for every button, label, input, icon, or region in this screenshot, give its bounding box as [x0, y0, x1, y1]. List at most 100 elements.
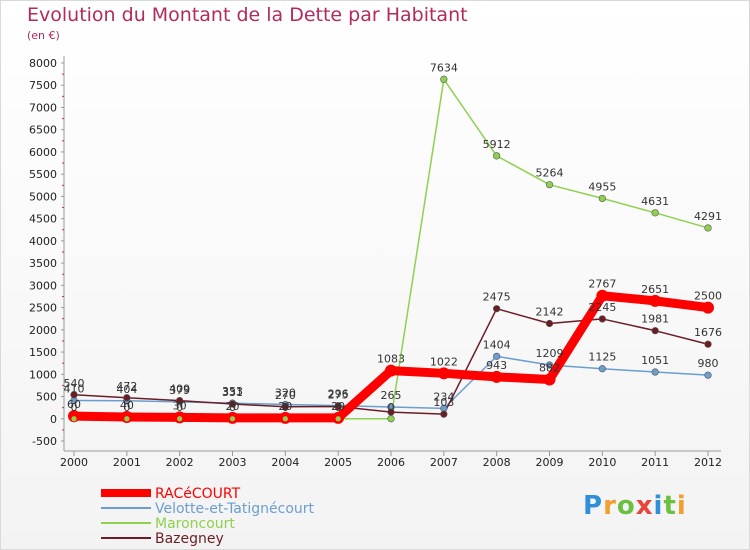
- y-tick-label: 6500: [29, 124, 57, 137]
- logo-letter: i: [653, 491, 664, 521]
- series-point: [598, 315, 606, 323]
- data-label: 103: [433, 396, 454, 409]
- series-point-maroncourt: [335, 416, 341, 422]
- data-label: 2500: [694, 290, 722, 303]
- data-label: 2142: [536, 306, 564, 319]
- series-point: [545, 319, 554, 328]
- series-point: [493, 352, 501, 360]
- x-tick-label: 2008: [483, 456, 511, 469]
- y-tick-label: 2500: [29, 302, 57, 315]
- series-point: [123, 394, 131, 402]
- series-point-racecourt: [543, 373, 556, 386]
- x-tick-label: 2003: [219, 456, 247, 469]
- data-label: 0: [71, 401, 78, 414]
- data-label: 2245: [588, 301, 616, 314]
- data-label: 4955: [588, 180, 616, 193]
- data-label: 379: [169, 384, 190, 397]
- x-tick-label: 2005: [324, 456, 352, 469]
- data-label: 296: [328, 388, 349, 401]
- data-label: 20: [278, 400, 292, 413]
- data-label: 1676: [694, 326, 722, 339]
- x-tick-label: 2009: [536, 456, 564, 469]
- data-label: 0: [123, 401, 130, 414]
- chart-subtitle: (en €): [27, 29, 60, 42]
- y-tick-label: 4000: [29, 235, 57, 248]
- data-label: 40: [120, 399, 134, 412]
- series-point-racecourt: [437, 367, 450, 380]
- data-label: 4291: [694, 210, 722, 223]
- series-point-racecourt: [68, 410, 80, 423]
- x-tick-label: 2007: [430, 456, 458, 469]
- series-point-maroncourt: [124, 416, 130, 422]
- data-label: 1125: [588, 351, 616, 364]
- data-label: 20: [226, 400, 240, 413]
- logo-letter: P: [583, 491, 604, 521]
- y-tick-label: 8000: [29, 57, 57, 70]
- data-label: 1981: [641, 313, 669, 326]
- series-point: [228, 400, 237, 408]
- chart-title: Evolution du Montant de la Dette par Hab…: [27, 4, 468, 26]
- series-point: [651, 368, 659, 376]
- data-label: 540: [64, 377, 85, 390]
- series-point-racecourt: [385, 364, 397, 377]
- data-label: 2475: [483, 291, 511, 304]
- y-tick-label: 2000: [29, 324, 57, 337]
- data-label: 409: [169, 383, 190, 396]
- series-point: [440, 410, 448, 418]
- legend-label: Velotte-et-Tatignécourt: [155, 501, 315, 517]
- series-point: [598, 365, 606, 373]
- data-label: 1083: [377, 353, 405, 366]
- data-label: 5912: [483, 138, 511, 151]
- data-label: 980: [698, 357, 719, 370]
- y-tick-label: 1000: [29, 368, 57, 381]
- data-label: 0: [388, 401, 395, 414]
- data-label: 0: [282, 401, 289, 414]
- series-point-racecourt: [596, 289, 609, 302]
- series-point: [651, 327, 659, 335]
- series-point: [334, 402, 342, 411]
- data-label: 331: [222, 386, 243, 399]
- y-tick-label: 0: [50, 413, 57, 426]
- series-point-maroncourt: [282, 416, 288, 422]
- data-label: 2651: [641, 283, 669, 296]
- data-label: 943: [486, 359, 507, 372]
- series-point-maroncourt: [229, 416, 236, 422]
- data-label: 1404: [483, 338, 511, 351]
- y-tick-label: 3500: [29, 257, 57, 270]
- data-label: 1051: [641, 354, 669, 367]
- y-tick-label: 3000: [29, 279, 57, 292]
- y-tick-label: 4500: [29, 213, 57, 226]
- data-label: 0: [229, 401, 236, 414]
- logo-letter: i: [676, 491, 687, 521]
- logo-letter: o: [616, 491, 636, 521]
- series-point: [704, 224, 712, 232]
- x-tick-label: 2002: [166, 456, 194, 469]
- logo-letter: r: [603, 491, 617, 521]
- y-tick-label: 7000: [29, 101, 57, 114]
- series-point: [176, 396, 184, 405]
- x-tick-label: 2010: [588, 456, 616, 469]
- legend-label: Maroncourt: [155, 516, 235, 532]
- data-label: 20: [331, 400, 345, 413]
- data-label: 404: [116, 383, 137, 396]
- data-label: 265: [381, 389, 402, 402]
- y-tick-label: 7500: [29, 79, 57, 92]
- data-label: 1209: [536, 347, 564, 360]
- series-point-racecourt: [702, 301, 714, 314]
- data-label: 60: [67, 398, 81, 411]
- series-point: [70, 391, 78, 399]
- y-tick-label: 5000: [29, 190, 57, 203]
- x-tick-label: 2000: [60, 456, 88, 469]
- series-point-racecourt: [649, 294, 662, 307]
- legend-label: Bazegney: [155, 531, 224, 547]
- data-label: 0: [335, 401, 342, 414]
- data-label: 7634: [430, 61, 458, 74]
- data-label: 2767: [588, 278, 616, 291]
- x-tick-label: 2012: [694, 456, 722, 469]
- data-label: 5264: [536, 167, 564, 180]
- x-tick-label: 2011: [641, 456, 669, 469]
- y-tick-label: -500: [32, 435, 57, 448]
- data-label: 472: [116, 380, 137, 393]
